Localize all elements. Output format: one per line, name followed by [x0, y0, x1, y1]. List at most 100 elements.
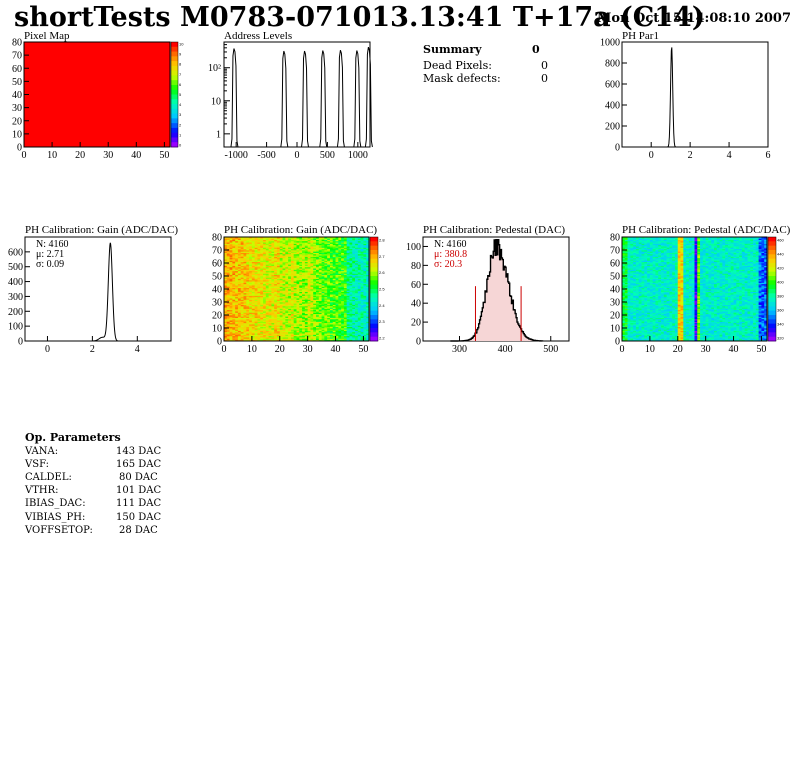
heatmap-cell — [307, 296, 311, 299]
heatmap-cell — [276, 250, 281, 252]
heatmap-cell — [274, 268, 278, 270]
heatmap-cell — [338, 244, 342, 247]
heatmap-cell — [357, 252, 361, 255]
heatmap-cell — [633, 325, 637, 328]
heatmap-cell — [279, 276, 283, 278]
heatmap-cell — [627, 312, 631, 315]
heatmap-cell — [237, 315, 242, 317]
heatmap-cell — [226, 322, 230, 325]
heatmap-cell — [290, 250, 295, 252]
heatmap-cell — [313, 311, 317, 313]
heatmap-cell — [349, 277, 353, 279]
heatmap-cell — [299, 316, 303, 318]
heatmap-cell — [293, 285, 297, 287]
heatmap-cell — [310, 261, 314, 264]
x-tick-label: 500 — [320, 150, 335, 161]
heatmap-cell — [246, 338, 250, 341]
heatmap-cell — [346, 272, 350, 274]
heatmap-cell — [307, 250, 311, 252]
heatmap-cell — [299, 263, 303, 265]
heatmap-cell — [265, 244, 269, 247]
heatmap-cell — [327, 291, 331, 294]
heatmap-cell — [307, 264, 311, 266]
heatmap-cell — [263, 278, 267, 281]
heatmap-cell — [304, 329, 309, 331]
heatmap-cell — [254, 255, 258, 257]
heatmap-cell — [276, 253, 281, 256]
heatmap-cell — [329, 307, 334, 309]
heatmap-cell — [335, 239, 339, 242]
heatmap-cell — [366, 259, 370, 261]
heatmap-cell — [343, 270, 348, 273]
heatmap-cell — [335, 237, 339, 239]
heatmap-cell — [627, 300, 631, 303]
heatmap-cell — [260, 256, 264, 259]
heatmap-cell — [265, 330, 269, 333]
heatmap-cell — [224, 283, 228, 286]
heatmap-cell — [271, 324, 275, 326]
heatmap-cell — [357, 279, 361, 282]
heatmap-cell — [296, 263, 300, 265]
heatmap-cell — [293, 238, 297, 240]
y-tick-label: 30 — [212, 298, 222, 309]
heatmap-cell — [630, 328, 634, 330]
heatmap-cell — [268, 263, 272, 265]
heatmap-cell — [327, 253, 331, 256]
heatmap-cell — [338, 316, 342, 318]
x-tick-label: 4 — [727, 150, 732, 161]
heatmap-cell — [226, 338, 230, 341]
heatmap-cell — [260, 296, 264, 299]
heatmap-cell — [630, 334, 634, 337]
x-tick-label: 0 — [222, 344, 227, 355]
heatmap-cell — [229, 259, 233, 261]
heatmap-cell — [288, 292, 292, 295]
heatmap-cell — [341, 282, 345, 285]
heatmap-cell — [349, 333, 353, 335]
heatmap-cell — [282, 289, 286, 291]
heatmap-cell — [641, 330, 645, 333]
heatmap-cell — [355, 281, 359, 283]
heatmap-cell — [299, 317, 303, 320]
heatmap-cell — [635, 330, 640, 333]
heatmap-cell — [296, 330, 300, 333]
heatmap-cell — [349, 259, 353, 261]
heatmap-cell — [224, 247, 228, 250]
heatmap-cell — [338, 242, 342, 244]
heatmap-cell — [349, 238, 353, 240]
heatmap-cell — [274, 277, 278, 279]
heatmap-cell — [243, 257, 247, 260]
heatmap-cell — [246, 291, 250, 294]
heatmap-cell — [630, 237, 634, 239]
heatmap-cell — [249, 256, 253, 259]
heatmap-cell — [237, 299, 242, 302]
heatmap-cell — [226, 299, 230, 302]
heatmap-cell — [338, 248, 342, 251]
heatmap-cell — [360, 305, 364, 308]
heatmap-cell — [304, 270, 309, 273]
heatmap-cell — [296, 337, 300, 339]
heatmap-cell — [226, 253, 230, 256]
heatmap-cell — [343, 243, 348, 246]
heatmap-cell — [349, 256, 353, 259]
heatmap-cell — [268, 270, 272, 273]
heatmap-cell — [296, 300, 300, 303]
heatmap-cell — [246, 246, 250, 248]
heatmap-cell — [240, 239, 244, 242]
heatmap-cell — [288, 264, 292, 266]
heatmap-cell — [327, 308, 331, 311]
heatmap-cell — [274, 257, 278, 260]
heatmap-cell — [332, 307, 336, 309]
heatmap-cell — [240, 268, 244, 270]
heatmap-cell — [271, 277, 275, 279]
heatmap-cell — [226, 328, 230, 330]
heatmap-cell — [335, 320, 339, 322]
heatmap-cell — [624, 308, 628, 311]
heatmap-cell — [624, 273, 628, 276]
heatmap-cell — [352, 295, 356, 298]
heatmap-cell — [265, 256, 269, 259]
heatmap-cell — [352, 294, 356, 296]
heatmap-cell — [232, 334, 236, 337]
heatmap-cell — [307, 257, 311, 260]
heatmap-cell — [232, 316, 236, 318]
heatmap-cell — [224, 318, 228, 321]
